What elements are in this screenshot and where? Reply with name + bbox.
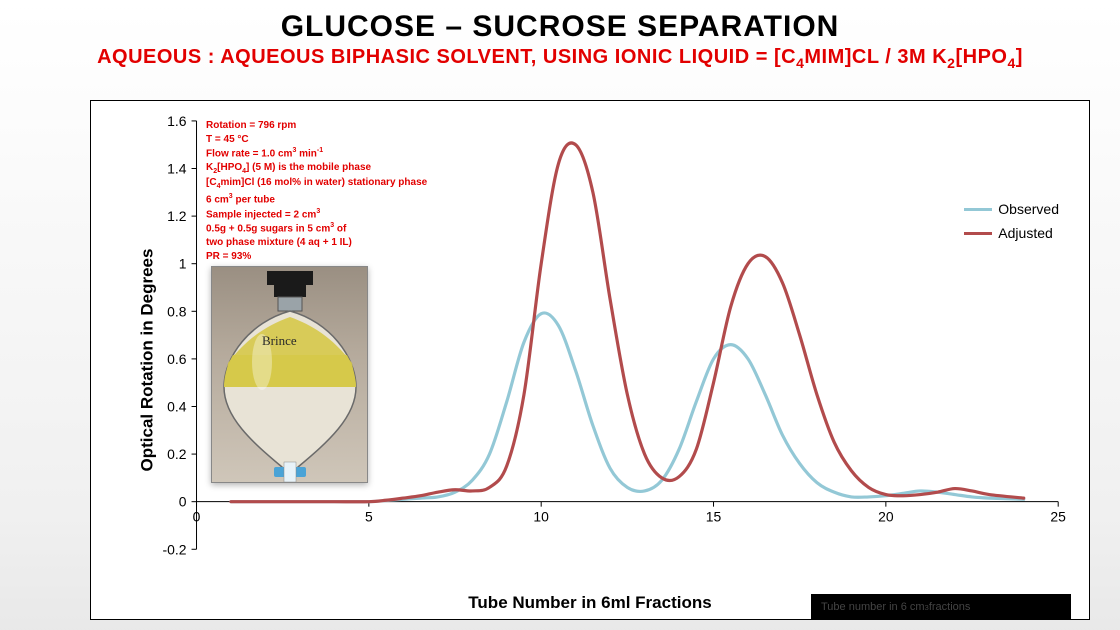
svg-text:0.2: 0.2 [167, 446, 187, 462]
svg-text:0: 0 [193, 509, 201, 525]
svg-text:0.4: 0.4 [167, 398, 187, 414]
svg-text:0: 0 [179, 494, 187, 510]
svg-text:1: 1 [179, 256, 187, 272]
svg-text:10: 10 [533, 509, 549, 525]
legend-swatch-adjusted [964, 232, 992, 235]
legend: Observed Adjusted [964, 201, 1059, 249]
legend-swatch-observed [964, 208, 992, 211]
chart-frame: Optical Rotation in Degrees Tube Number … [90, 100, 1090, 620]
svg-text:0.6: 0.6 [167, 351, 187, 367]
svg-text:0.8: 0.8 [167, 303, 187, 319]
page-title: GLUCOSE – SUCROSE SEPARATION [0, 10, 1120, 44]
svg-text:1.6: 1.6 [167, 113, 187, 129]
svg-text:25: 25 [1050, 509, 1066, 525]
flask-photo: Brince [211, 266, 368, 483]
legend-label-adjusted: Adjusted [998, 225, 1052, 241]
svg-text:20: 20 [878, 509, 894, 525]
legend-row-adjusted: Adjusted [964, 225, 1059, 241]
legend-row-observed: Observed [964, 201, 1059, 217]
parameter-annotation: Rotation = 796 rpmT = 45 °CFlow rate = 1… [206, 119, 427, 263]
svg-text:-0.2: -0.2 [163, 541, 187, 557]
footer-black-box: Tube number in 6 cm3 fractions [811, 594, 1071, 620]
svg-text:Brince: Brince [262, 333, 297, 348]
legend-label-observed: Observed [998, 201, 1059, 217]
svg-text:15: 15 [706, 509, 722, 525]
svg-text:1.2: 1.2 [167, 208, 187, 224]
svg-text:1.4: 1.4 [167, 160, 187, 176]
page-subtitle: AQUEOUS : AQUEOUS BIPHASIC SOLVENT, USIN… [0, 46, 1120, 71]
svg-text:5: 5 [365, 509, 373, 525]
